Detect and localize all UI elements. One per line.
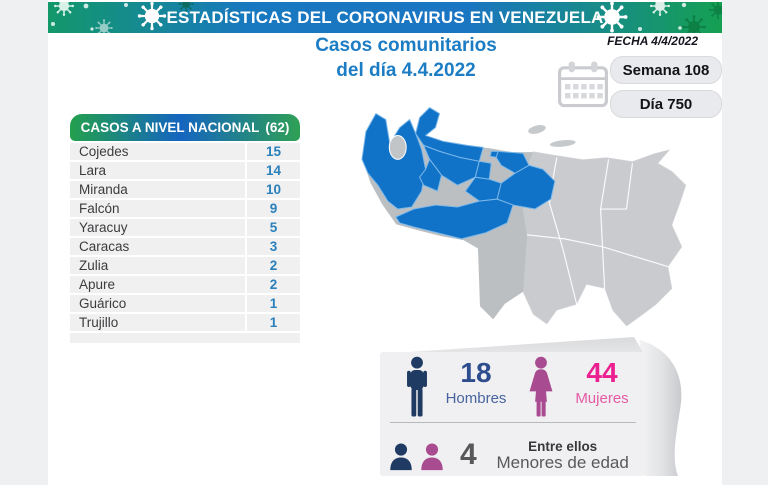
page-title-line2: del día 4.4.2022 [336,60,476,81]
virus-icons-left [51,2,198,33]
state-name: Apure [70,276,245,293]
state-cases: 2 [247,276,300,293]
panel-background [380,337,682,476]
table-row: Cojedes 15 [70,143,300,160]
week-counter: Semana 108 [610,56,722,84]
virus-icons-right [582,2,722,33]
header-banner: ESTADÍSTICAS DEL CORONAVIRUS EN VENEZUEL… [48,2,722,33]
minors-label: Entre ellos Menores de edad [483,439,643,472]
day-counter: Día 750 [610,90,722,118]
page-title-line1: Casos comunitarios [315,35,497,56]
state-name: Guárico [70,295,245,312]
state-cases: 9 [247,200,300,217]
state-cases: 1 [247,295,300,312]
venezuela-map [361,106,687,328]
cases-table-header: CASOS A NIVEL NACIONAL (62) [70,114,300,141]
state-name: Caracas [70,238,245,255]
table-row: Lara 14 [70,162,300,179]
map-east-region [521,149,687,327]
map-island [549,139,576,147]
page-title: Casos comunitarios del día 4.4.2022 [278,33,534,83]
state-name: Trujillo [70,314,245,331]
state-name: Falcón [70,200,245,217]
cases-table-total: (62) [265,120,290,135]
banner-title: ESTADÍSTICAS DEL CORONAVIRUS EN VENEZUEL… [166,7,604,27]
table-row: Trujillo 1 [70,314,300,331]
man-icon [407,356,427,417]
state-name: Zulia [70,257,245,274]
table-row: Guárico 1 [70,295,300,312]
cases-table-title: CASOS A NIVEL NACIONAL [80,120,260,135]
panel-divider [390,422,636,423]
state-name: Cojedes [70,143,245,160]
state-cases: 15 [247,143,300,160]
woman-icon [529,356,553,417]
table-row: Miranda 10 [70,181,300,198]
state-name: Lara [70,162,245,179]
table-footer-strip [70,333,300,343]
demographics-panel: 18 Hombres 44 Mujeres [372,328,702,480]
cases-table: CASOS A NIVEL NACIONAL (62) Cojedes 15 L… [70,114,300,343]
state-name: Miranda [70,181,245,198]
gender-stats-row: 18 Hombres 44 Mujeres [402,356,634,418]
women-count: 44 [586,357,618,388]
table-row: Caracas 3 [70,238,300,255]
cases-table-body: Cojedes 15 Lara 14 Miranda 10 Falcón 9 Y… [70,143,300,331]
date-label: FECHA 4/4/2022 [607,34,698,48]
men-label: Hombres [445,390,507,407]
minors-label-top: Entre ellos [528,439,598,454]
state-name: Yaracuy [70,219,245,236]
table-row: Falcón 9 [70,200,300,217]
state-cases: 14 [247,162,300,179]
calendar-icon [558,61,608,108]
minors-row: 4 Entre ellos Menores de edad [388,431,643,472]
state-cases: 10 [247,181,300,198]
lake-maracaibo [388,134,407,160]
state-cases: 2 [247,257,300,274]
women-stat: 44 Mujeres [570,357,634,408]
women-label: Mujeres [575,390,629,407]
minors-count: 4 [460,437,477,471]
infographic-page: ESTADÍSTICAS DEL CORONAVIRUS EN VENEZUEL… [48,0,722,485]
state-cases: 5 [247,219,300,236]
state-cases: 1 [247,314,300,331]
man-bust-icon [390,442,412,470]
minors-label-bottom: Menores de edad [496,453,629,472]
men-count: 18 [460,357,492,388]
state-zulia [361,113,427,210]
woman-bust-icon [421,442,443,470]
table-row: Yaracuy 5 [70,219,300,236]
men-stat: 18 Hombres [444,357,508,408]
state-cases: 3 [247,238,300,255]
map-island [528,125,546,134]
state-apure [395,198,514,240]
table-row: Apure 2 [70,276,300,293]
state-trujillo [419,158,442,192]
map-highlighted-states [361,107,556,240]
table-row: Zulia 2 [70,257,300,274]
